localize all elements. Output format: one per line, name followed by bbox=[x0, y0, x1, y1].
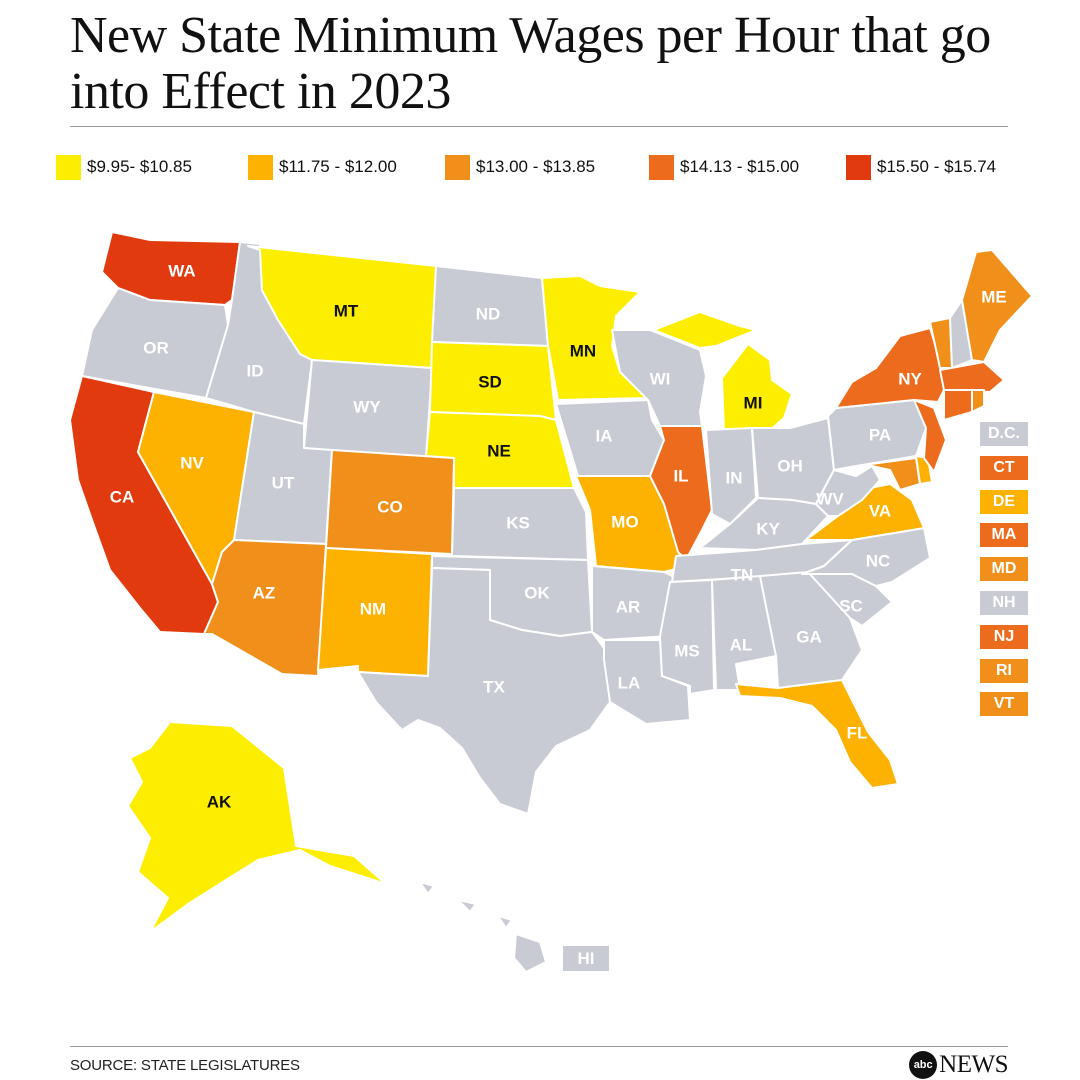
state-CT[interactable] bbox=[943, 389, 973, 421]
state-label-OR: OR bbox=[143, 338, 169, 357]
state-ME[interactable] bbox=[961, 249, 1033, 363]
brand-logo: abc NEWS bbox=[909, 1050, 1008, 1080]
state-MA[interactable] bbox=[939, 361, 1005, 393]
state-label-PA: PA bbox=[869, 425, 891, 444]
legend-swatch-tier1 bbox=[56, 154, 81, 180]
state-label-WI: WI bbox=[650, 369, 671, 388]
abc-logo-icon: abc bbox=[909, 1051, 938, 1079]
hawaii-label: HI bbox=[563, 946, 609, 971]
brand-name: NEWS bbox=[939, 1051, 1008, 1078]
state-label-AL: AL bbox=[730, 635, 753, 654]
legend-label-tier4: $14.13 - $15.00 bbox=[680, 157, 800, 176]
state-label-NV: NV bbox=[180, 453, 204, 472]
state-label-FL: FL bbox=[847, 723, 868, 742]
state-label-ME: ME bbox=[981, 287, 1007, 306]
legend-swatch-tier5 bbox=[846, 154, 871, 180]
state-label-MN: MN bbox=[570, 341, 596, 360]
legend-item-tier4: $14.13 - $15.00 bbox=[649, 154, 799, 180]
legend-item-tier1: $9.95- $10.85 bbox=[56, 154, 192, 180]
state-AZ[interactable] bbox=[203, 539, 327, 677]
state-label-IA: IA bbox=[596, 426, 613, 445]
sidebar-nj[interactable]: NJ bbox=[980, 625, 1028, 649]
state-label-AZ: AZ bbox=[253, 583, 276, 602]
state-label-IL: IL bbox=[673, 466, 688, 485]
state-FL[interactable] bbox=[735, 679, 899, 789]
state-label-MS: MS bbox=[674, 641, 700, 660]
title-divider bbox=[70, 126, 1008, 127]
state-label-KY: KY bbox=[756, 519, 780, 538]
state-label-MI: MI bbox=[744, 393, 763, 412]
state-label-WV: WV bbox=[816, 489, 844, 508]
sidebar-ma[interactable]: MA bbox=[980, 523, 1028, 547]
sidebar-vt[interactable]: VT bbox=[980, 692, 1028, 716]
footer-divider bbox=[70, 1046, 1008, 1047]
state-label-NM: NM bbox=[360, 599, 386, 618]
legend-swatch-tier3 bbox=[445, 154, 470, 180]
state-NY[interactable] bbox=[835, 327, 945, 409]
state-label-GA: GA bbox=[796, 627, 822, 646]
state-label-CA: CA bbox=[110, 487, 135, 506]
state-label-ID: ID bbox=[247, 361, 264, 380]
state-label-OK: OK bbox=[524, 583, 550, 602]
sidebar-md[interactable]: MD bbox=[980, 557, 1028, 581]
legend-swatch-tier4 bbox=[649, 154, 674, 180]
sidebar-dc[interactable]: D.C. bbox=[980, 422, 1028, 446]
state-label-MT: MT bbox=[334, 301, 359, 320]
state-label-TN: TN bbox=[731, 565, 754, 584]
state-WV[interactable] bbox=[815, 465, 881, 517]
state-NJ[interactable] bbox=[913, 399, 947, 473]
state-label-AR: AR bbox=[616, 597, 641, 616]
state-WI[interactable] bbox=[611, 329, 707, 427]
state-label-WA: WA bbox=[168, 261, 195, 280]
state-RI[interactable] bbox=[971, 389, 985, 413]
state-NC[interactable] bbox=[801, 527, 931, 587]
state-label-LA: LA bbox=[618, 673, 641, 692]
state-HI[interactable] bbox=[419, 881, 547, 973]
sidebar-ri[interactable]: RI bbox=[980, 659, 1028, 683]
sidebar-nh[interactable]: NH bbox=[980, 591, 1028, 615]
state-label-NY: NY bbox=[898, 369, 922, 388]
legend-item-tier3: $13.00 - $13.85 bbox=[445, 154, 595, 180]
source-note: SOURCE: STATE LEGISLATURES bbox=[70, 1057, 300, 1074]
state-MS[interactable] bbox=[659, 579, 715, 695]
legend-swatch-tier2 bbox=[248, 154, 273, 180]
legend: $9.95- $10.85 $11.75 - $12.00 $13.00 - $… bbox=[56, 154, 1046, 180]
state-AK[interactable] bbox=[127, 721, 387, 933]
state-label-OH: OH bbox=[777, 456, 803, 475]
state-label-CO: CO bbox=[377, 497, 403, 516]
state-KS[interactable] bbox=[451, 487, 589, 561]
legend-item-tier2: $11.75 - $12.00 bbox=[248, 154, 397, 180]
state-labels: WA OR CA NV ID MT WY UT AZ CO NM ND SD NE KS OK TX MN IA MO… bbox=[110, 261, 1007, 811]
state-label-TX: TX bbox=[483, 677, 505, 696]
legend-item-tier5: $15.50 - $15.74 bbox=[846, 154, 996, 180]
legend-label-tier1: $9.95- $10.85 bbox=[87, 157, 192, 176]
legend-label-tier3: $13.00 - $13.85 bbox=[476, 157, 596, 176]
legend-label-tier2: $11.75 - $12.00 bbox=[279, 157, 397, 176]
state-TX[interactable] bbox=[357, 567, 611, 815]
state-label-UT: UT bbox=[272, 473, 295, 492]
state-label-MO: MO bbox=[611, 512, 638, 531]
page-title: New State Minimum Wages per Hour that go… bbox=[70, 7, 991, 120]
state-label-KS: KS bbox=[506, 513, 530, 532]
state-MN[interactable] bbox=[541, 275, 649, 401]
state-label-SC: SC bbox=[839, 596, 863, 615]
state-label-SD: SD bbox=[478, 372, 502, 391]
state-label-AK: AK bbox=[207, 792, 232, 811]
state-label-NC: NC bbox=[866, 551, 891, 570]
state-label-VA: VA bbox=[869, 501, 891, 520]
sidebar-ct[interactable]: CT bbox=[980, 456, 1028, 480]
state-label-NE: NE bbox=[487, 441, 511, 460]
state-label-IN: IN bbox=[726, 468, 743, 487]
state-label-WY: WY bbox=[353, 397, 381, 416]
legend-label-tier5: $15.50 - $15.74 bbox=[877, 157, 997, 176]
sidebar-de[interactable]: DE bbox=[980, 490, 1028, 514]
state-label-ND: ND bbox=[476, 304, 501, 323]
